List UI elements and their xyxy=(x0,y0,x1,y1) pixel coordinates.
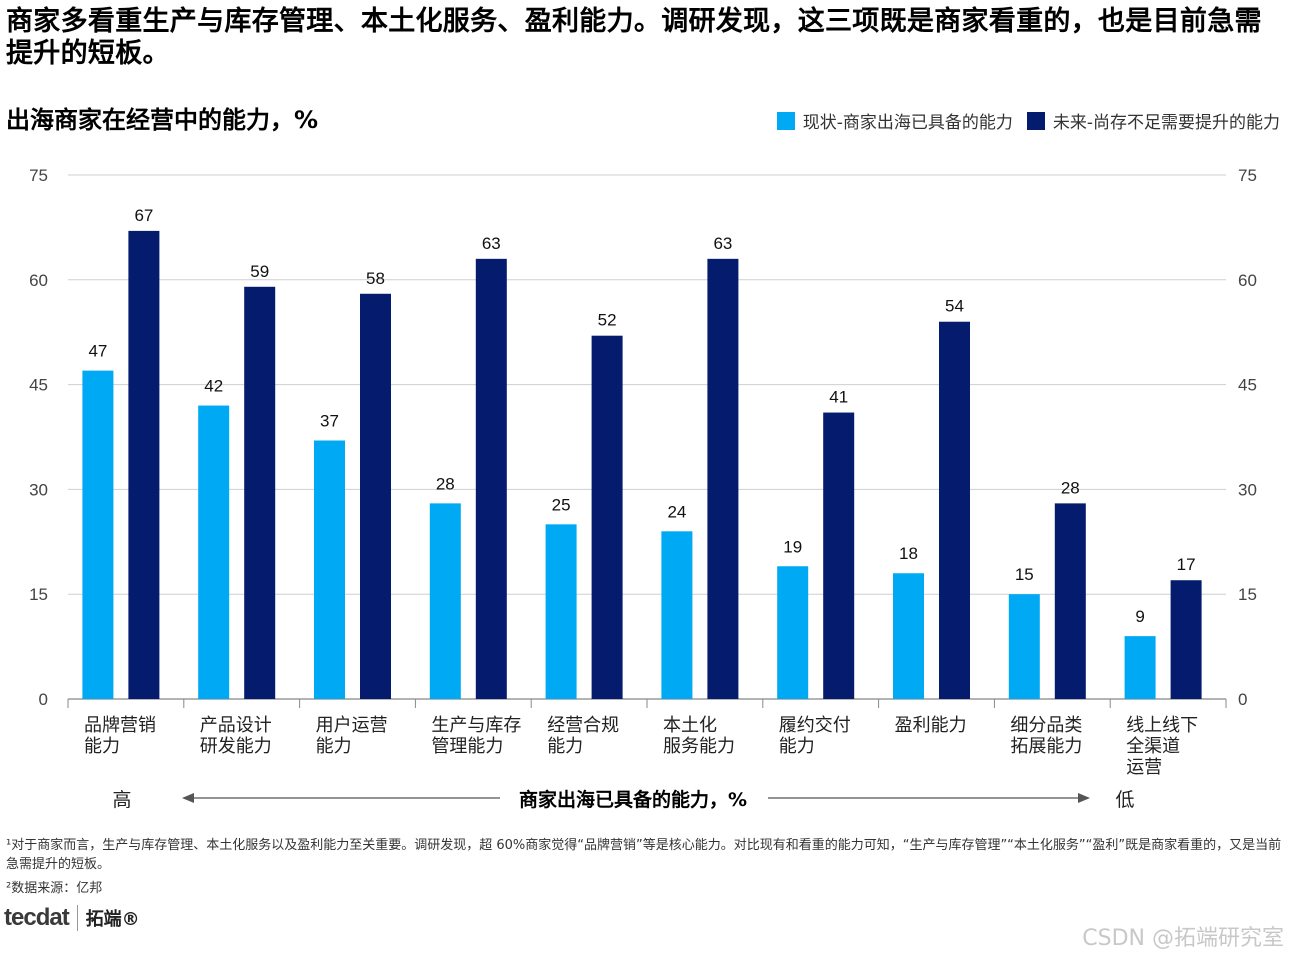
data-label-future: 58 xyxy=(366,269,385,288)
y-tick-label-left: 60 xyxy=(29,271,48,290)
category-label: 能力 xyxy=(779,736,815,757)
category-label: 本土化 xyxy=(663,715,717,736)
legend-item-future: 未来-尚存不足需要提升的能力 xyxy=(1026,108,1280,133)
data-label-future: 67 xyxy=(134,206,153,225)
bar-current xyxy=(198,405,230,699)
bar-current xyxy=(661,531,693,699)
bar-future xyxy=(1054,503,1086,699)
legend-swatch-future xyxy=(1026,111,1045,130)
data-label-current: 9 xyxy=(1135,607,1144,626)
bar-current xyxy=(429,503,461,699)
data-label-future: 54 xyxy=(945,297,964,316)
category-label: 线上线下 xyxy=(1126,715,1198,736)
page-title: 商家多看重生产与库存管理、本土化服务、盈利能力。调研发现，这三项既是商家看重的，… xyxy=(6,6,1262,69)
y-tick-label-left: 75 xyxy=(29,166,48,185)
bar-future xyxy=(707,258,739,699)
category-label: 运营 xyxy=(1126,757,1162,778)
category-label: 服务能力 xyxy=(663,736,735,757)
bar-future xyxy=(939,321,970,699)
category-label: 生产与库存 xyxy=(431,715,521,736)
data-label-current: 24 xyxy=(667,502,686,521)
bar-current xyxy=(893,573,924,699)
category-label: 能力 xyxy=(316,736,352,757)
bar-future xyxy=(244,286,276,699)
bar-future xyxy=(1170,580,1202,699)
y-tick-label-right: 75 xyxy=(1238,166,1257,185)
bar-current xyxy=(1124,636,1156,699)
y-tick-label-left: 15 xyxy=(29,585,48,604)
footnote-2: ²数据来源：亿邦 xyxy=(6,881,103,896)
arrow-head-left xyxy=(182,793,194,803)
category-label: 全渠道 xyxy=(1126,736,1180,757)
category-label: 能力 xyxy=(84,736,120,757)
data-label-current: 28 xyxy=(436,474,455,493)
y-tick-label-right: 0 xyxy=(1238,690,1247,709)
data-label-future: 52 xyxy=(598,311,617,330)
bar-future xyxy=(360,293,391,699)
category-label: 研发能力 xyxy=(200,736,272,757)
chart-subtitle: 出海商家在经营中的能力，% xyxy=(6,106,319,134)
data-label-future: 63 xyxy=(713,234,732,253)
data-label-current: 37 xyxy=(320,411,339,430)
category-label: 拓展能力 xyxy=(1010,736,1082,757)
data-label-future: 63 xyxy=(482,234,501,253)
data-label-future: 41 xyxy=(829,388,848,407)
data-label-current: 42 xyxy=(204,377,223,396)
data-label-current: 47 xyxy=(88,342,107,361)
bar-future xyxy=(823,412,855,699)
data-label-current: 19 xyxy=(783,537,802,556)
category-label: 管理能力 xyxy=(431,736,503,757)
data-label-current: 15 xyxy=(1015,565,1034,584)
bar-current xyxy=(545,524,577,699)
data-label-future: 17 xyxy=(1177,555,1196,574)
bar-current xyxy=(314,440,345,699)
x-axis-low-label: 低 xyxy=(1115,789,1134,811)
x-axis-title: 商家出海已具备的能力，% xyxy=(519,788,747,811)
category-label: 产品设计 xyxy=(200,715,272,736)
bar-current xyxy=(777,566,809,699)
data-label-future: 28 xyxy=(1061,478,1080,497)
y-tick-label-right: 15 xyxy=(1238,585,1257,604)
logo-mark: tecdat xyxy=(4,904,70,931)
category-label: 经营合规 xyxy=(547,715,619,736)
category-label: 用户运营 xyxy=(316,715,388,736)
y-tick-label-right: 30 xyxy=(1238,480,1257,499)
y-tick-label-left: 30 xyxy=(29,480,48,499)
watermark: CSDN @拓端研究室 xyxy=(1082,926,1284,951)
x-axis-high-label: 高 xyxy=(112,789,131,811)
category-label: 盈利能力 xyxy=(895,715,967,736)
bar-future xyxy=(475,258,507,699)
data-label-current: 25 xyxy=(552,495,571,514)
data-label-future: 59 xyxy=(250,262,269,281)
y-tick-label-right: 45 xyxy=(1238,376,1257,395)
category-label: 品牌营销 xyxy=(84,715,156,736)
legend-label-current: 现状-商家出海已具备的能力 xyxy=(802,113,1013,133)
legend-item-current: 现状-商家出海已具备的能力 xyxy=(776,108,1013,133)
bar-current xyxy=(82,370,114,699)
category-label: 能力 xyxy=(547,736,583,757)
logo-divider xyxy=(76,905,78,931)
y-tick-label-left: 45 xyxy=(29,376,48,395)
y-tick-label-right: 60 xyxy=(1238,271,1257,290)
y-tick-label-left: 0 xyxy=(39,690,48,709)
bar-future xyxy=(591,335,623,699)
bar-current xyxy=(1008,594,1040,699)
chart-legend: 现状-商家出海已具备的能力 未来-尚存不足需要提升的能力 xyxy=(776,108,1280,133)
bar-future xyxy=(128,230,160,700)
footnote-1: ¹对于商家而言，生产与库存管理、本土化服务以及盈利能力至关重要。调研发现，超 6… xyxy=(6,838,1282,872)
legend-label-future: 未来-尚存不足需要提升的能力 xyxy=(1052,113,1280,133)
category-label: 履约交付 xyxy=(779,715,851,736)
data-label-current: 18 xyxy=(899,544,918,563)
arrow-head-right xyxy=(1078,793,1090,803)
logo-name: 拓端® xyxy=(85,909,140,930)
category-label: 细分品类 xyxy=(1010,715,1082,736)
legend-swatch-current xyxy=(776,111,795,130)
brand-logo: tecdat 拓端® xyxy=(4,904,140,932)
